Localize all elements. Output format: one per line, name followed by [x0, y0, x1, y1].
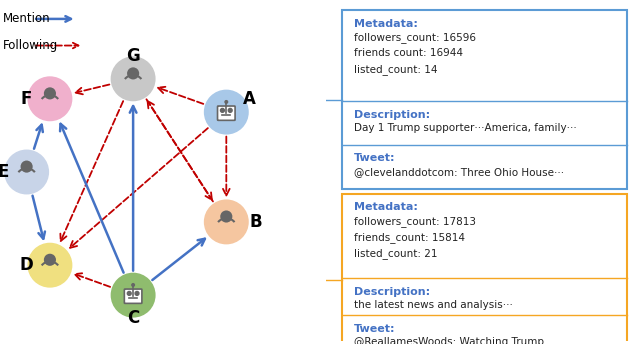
- Text: listed_count: 14: listed_count: 14: [354, 64, 438, 75]
- Text: followers_count: 17813: followers_count: 17813: [354, 216, 476, 227]
- Circle shape: [225, 101, 228, 103]
- Circle shape: [135, 291, 139, 295]
- Text: followers_count: 16596: followers_count: 16596: [354, 32, 476, 43]
- Text: friends count: 16944: friends count: 16944: [354, 48, 463, 58]
- Text: Following: Following: [3, 39, 59, 52]
- Circle shape: [127, 291, 131, 295]
- Circle shape: [111, 273, 155, 317]
- Text: the latest news and analysis···: the latest news and analysis···: [354, 300, 513, 310]
- Circle shape: [111, 57, 155, 100]
- Text: @clevelanddotcom: Three Ohio House···: @clevelanddotcom: Three Ohio House···: [354, 167, 564, 177]
- Circle shape: [205, 200, 248, 244]
- Circle shape: [44, 254, 56, 266]
- Circle shape: [205, 90, 248, 134]
- Text: Tweet:: Tweet:: [354, 153, 396, 163]
- Text: listed_count: 21: listed_count: 21: [354, 248, 438, 259]
- Text: friends_count: 15814: friends_count: 15814: [354, 232, 465, 243]
- Text: Day 1 Trump supporter···America, family···: Day 1 Trump supporter···America, family·…: [354, 123, 577, 133]
- Circle shape: [228, 108, 232, 112]
- Text: B: B: [250, 213, 262, 231]
- FancyBboxPatch shape: [218, 106, 235, 120]
- Text: Description:: Description:: [354, 110, 430, 120]
- Text: C: C: [127, 310, 140, 327]
- FancyBboxPatch shape: [342, 10, 627, 189]
- Text: Mention: Mention: [3, 12, 51, 25]
- Text: E: E: [0, 163, 9, 181]
- Text: D: D: [20, 256, 33, 274]
- Text: G: G: [126, 46, 140, 65]
- FancyBboxPatch shape: [124, 289, 142, 303]
- Circle shape: [5, 150, 48, 194]
- Text: F: F: [21, 90, 32, 108]
- Circle shape: [20, 161, 33, 173]
- Text: Tweet:: Tweet:: [354, 324, 396, 334]
- Circle shape: [28, 77, 72, 120]
- Text: Metadata:: Metadata:: [354, 19, 418, 29]
- FancyBboxPatch shape: [342, 194, 627, 344]
- Text: @RealJamesWoods: Watching Trump: @RealJamesWoods: Watching Trump: [354, 337, 544, 344]
- Circle shape: [132, 284, 134, 286]
- Circle shape: [127, 67, 139, 79]
- Text: Metadata:: Metadata:: [354, 202, 418, 212]
- Circle shape: [220, 211, 232, 223]
- Text: A: A: [243, 90, 256, 108]
- Circle shape: [220, 108, 225, 112]
- Circle shape: [28, 244, 72, 287]
- Text: Description:: Description:: [354, 287, 430, 297]
- Circle shape: [44, 87, 56, 99]
